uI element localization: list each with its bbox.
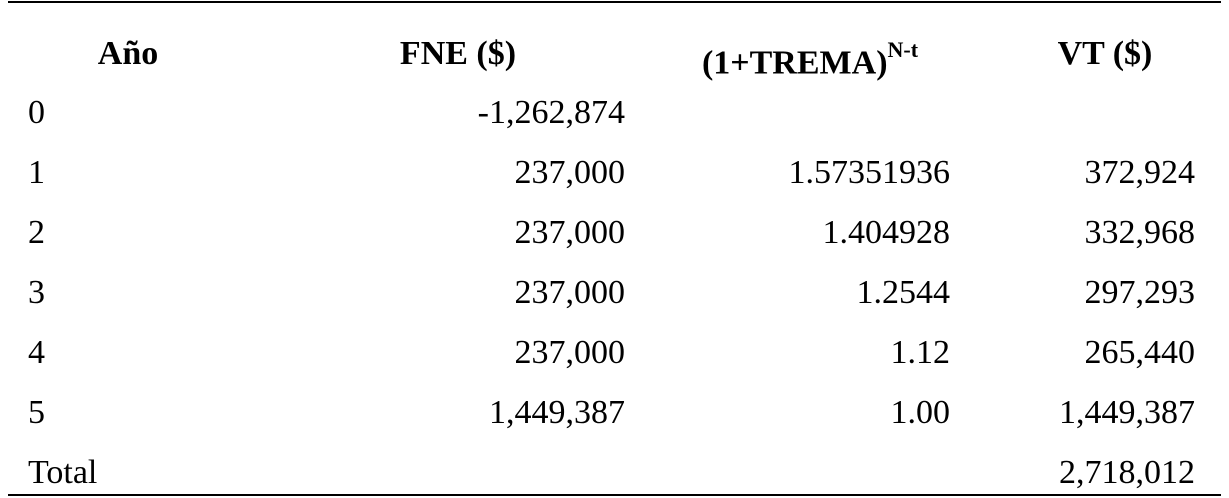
row-label: 0 — [28, 94, 45, 131]
cell-value: 1,449,387 — [489, 394, 625, 431]
cell-value: 1.2544 — [856, 274, 951, 311]
header-superscript: N-t — [887, 37, 919, 62]
cell-value: 237,000 — [514, 154, 626, 191]
row-label: 1 — [28, 154, 45, 191]
column-header: FNE ($) — [399, 35, 517, 72]
cell-value: 237,000 — [514, 274, 626, 311]
cell-value: 1,449,387 — [1059, 394, 1195, 431]
row-label: 5 — [28, 394, 45, 431]
cell-value: 2,718,012 — [1059, 454, 1195, 491]
cell-value: 1.00 — [890, 394, 951, 431]
cell-value: 1.404928 — [822, 214, 951, 251]
cell-value: 1.57351936 — [788, 154, 951, 191]
cell-value: 237,000 — [514, 214, 626, 251]
row-label: 2 — [28, 214, 45, 251]
cell-value: 1.12 — [890, 334, 951, 371]
cell-value: 372,924 — [1084, 154, 1196, 191]
cell-value: 237,000 — [514, 334, 626, 371]
row-label: 4 — [28, 334, 45, 371]
top-rule — [8, 1, 1221, 3]
cell-value: 265,440 — [1084, 334, 1196, 371]
row-label: 3 — [28, 274, 45, 311]
cell-value: -1,262,874 — [477, 94, 625, 131]
header-text: (1+TREMA) — [701, 44, 888, 82]
cell-value: 332,968 — [1084, 214, 1196, 251]
row-label: Total — [28, 454, 98, 491]
column-header: (1+TREMA)N-t — [702, 34, 918, 83]
cell-value: 297,293 — [1084, 274, 1196, 311]
bottom-rule — [8, 494, 1221, 496]
column-header: VT ($) — [1057, 35, 1153, 72]
column-header: Año — [97, 35, 159, 72]
